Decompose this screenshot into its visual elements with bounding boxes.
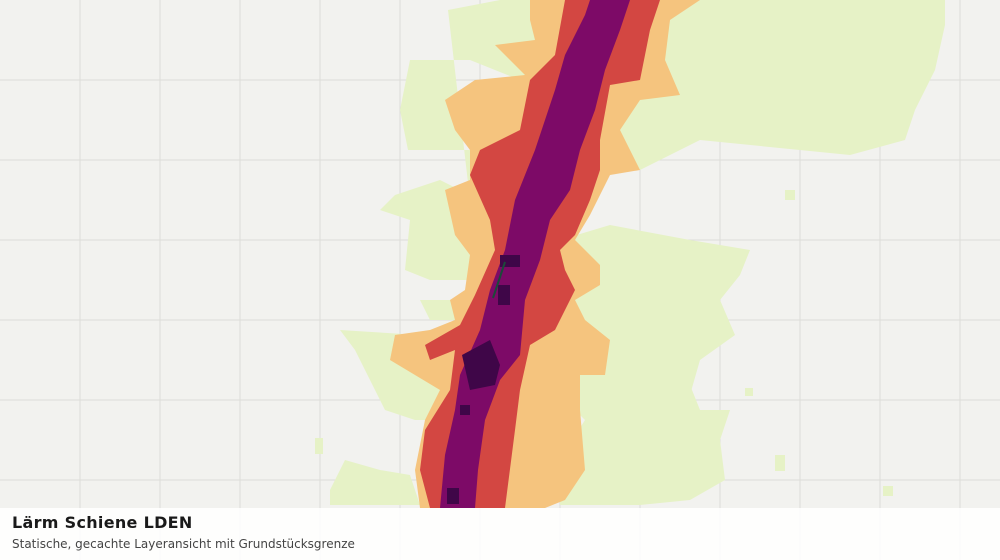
layer-subtitle: Statische, gecachte Layeransicht mit Gru…	[12, 537, 355, 551]
caption-panel: Lärm Schiene LDEN Statische, gecachte La…	[0, 508, 1000, 560]
parcel-boundary	[492, 261, 506, 299]
layer-title: Lärm Schiene LDEN	[12, 513, 193, 532]
noise-zone-extreme	[447, 255, 520, 504]
